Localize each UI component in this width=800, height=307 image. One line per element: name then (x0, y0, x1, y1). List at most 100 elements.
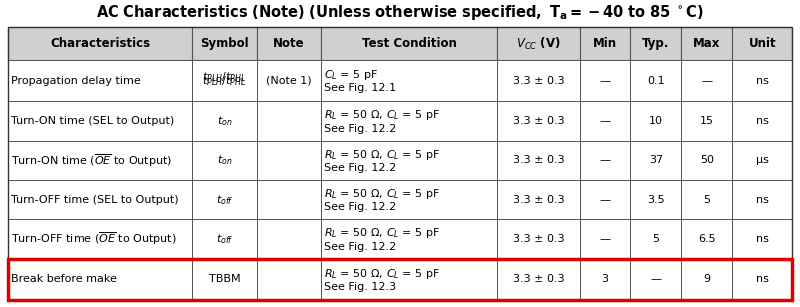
Bar (192, 141, 257, 180)
Text: $t_{off}$: $t_{off}$ (215, 232, 233, 246)
Bar (8, 259, 792, 300)
Text: 6.5: 6.5 (698, 234, 716, 244)
Bar (257, 60, 321, 101)
Text: $R_L$ = 50 Ω, $C_L$ = 5 pF
See Fig. 12.2: $R_L$ = 50 Ω, $C_L$ = 5 pF See Fig. 12.2 (324, 108, 440, 134)
Text: ns: ns (756, 234, 769, 244)
Bar (630, 101, 682, 141)
Bar (498, 180, 579, 219)
Bar (321, 219, 498, 259)
Text: 3.3 ± 0.3: 3.3 ± 0.3 (513, 155, 564, 165)
Bar (733, 180, 792, 219)
Bar (8, 27, 792, 300)
Bar (733, 27, 792, 60)
Bar (498, 141, 579, 180)
Text: Min: Min (593, 37, 617, 50)
Text: ns: ns (756, 274, 769, 284)
Bar (8, 101, 192, 141)
Bar (8, 60, 192, 101)
Bar (579, 27, 630, 60)
Bar (579, 219, 630, 259)
Bar (8, 259, 192, 300)
Bar (192, 219, 257, 259)
Bar (682, 27, 733, 60)
Text: $t_{on}$: $t_{on}$ (217, 114, 232, 128)
Bar (498, 219, 579, 259)
Text: —: — (599, 76, 610, 86)
Text: $t_{on}$: $t_{on}$ (217, 154, 232, 167)
Text: Turn-ON time (SEL to Output): Turn-ON time (SEL to Output) (11, 116, 174, 126)
Text: ns: ns (756, 116, 769, 126)
Text: Propagation delay time: Propagation delay time (11, 76, 141, 86)
Bar (733, 101, 792, 141)
Text: 3: 3 (602, 274, 609, 284)
Text: $R_L$ = 50 Ω, $C_L$ = 5 pF
See Fig. 12.2: $R_L$ = 50 Ω, $C_L$ = 5 pF See Fig. 12.2 (324, 187, 440, 212)
Text: 50: 50 (700, 155, 714, 165)
Bar (321, 141, 498, 180)
Text: —: — (599, 234, 610, 244)
Bar (630, 27, 682, 60)
Text: $C_L$ = 5 pF
See Fig. 12.1: $C_L$ = 5 pF See Fig. 12.1 (324, 68, 396, 93)
Text: $t_{PLH}$/$t_{PHL}$: $t_{PLH}$/$t_{PHL}$ (202, 70, 246, 84)
Text: (Note 1): (Note 1) (266, 76, 311, 86)
Text: Break before make: Break before make (11, 274, 117, 284)
Bar (579, 101, 630, 141)
Bar (321, 180, 498, 219)
Text: ns: ns (756, 76, 769, 86)
Bar (321, 27, 498, 60)
Text: 9: 9 (703, 274, 710, 284)
Text: 37: 37 (649, 155, 663, 165)
Text: 3.3 ± 0.3: 3.3 ± 0.3 (513, 195, 564, 205)
Text: TBBM: TBBM (209, 274, 240, 284)
Text: $t_{PLH}$/$t_{PHL}$: $t_{PLH}$/$t_{PHL}$ (202, 74, 246, 87)
Bar (733, 219, 792, 259)
Text: $R_L$ = 50 Ω, $C_L$ = 5 pF
See Fig. 12.2: $R_L$ = 50 Ω, $C_L$ = 5 pF See Fig. 12.2 (324, 148, 440, 173)
Bar (630, 259, 682, 300)
Bar (682, 259, 733, 300)
Text: μs: μs (756, 155, 769, 165)
Bar (8, 219, 192, 259)
Text: $R_L$ = 50 Ω, $C_L$ = 5 pF
See Fig. 12.2: $R_L$ = 50 Ω, $C_L$ = 5 pF See Fig. 12.2 (324, 226, 440, 252)
Bar (192, 60, 257, 101)
Text: —: — (599, 155, 610, 165)
Text: —: — (702, 76, 713, 86)
Bar (8, 27, 192, 60)
Text: 3.3 ± 0.3: 3.3 ± 0.3 (513, 274, 564, 284)
Bar (192, 101, 257, 141)
Bar (192, 27, 257, 60)
Bar (498, 101, 579, 141)
Bar (630, 219, 682, 259)
Text: 3.3 ± 0.3: 3.3 ± 0.3 (513, 234, 564, 244)
Text: 10: 10 (649, 116, 663, 126)
Bar (682, 219, 733, 259)
Bar (630, 180, 682, 219)
Bar (257, 141, 321, 180)
Bar (733, 259, 792, 300)
Text: —: — (599, 116, 610, 126)
Bar (682, 101, 733, 141)
Text: 3.5: 3.5 (647, 195, 665, 205)
Bar (321, 101, 498, 141)
Bar (8, 180, 192, 219)
Text: $\mathbf{AC\ Characteristics\ (Note)\ (Unless\ otherwise\ specified,\ T_a = -40\: $\mathbf{AC\ Characteristics\ (Note)\ (U… (96, 3, 704, 22)
Text: Characteristics: Characteristics (50, 37, 150, 50)
Text: $t_{off}$: $t_{off}$ (215, 193, 233, 207)
Bar (579, 180, 630, 219)
Bar (733, 141, 792, 180)
Text: Turn-ON time ($\overline{OE}$ to Output): Turn-ON time ($\overline{OE}$ to Output) (11, 152, 172, 169)
Bar (192, 180, 257, 219)
Bar (733, 60, 792, 101)
Text: —: — (599, 195, 610, 205)
Bar (257, 27, 321, 60)
Bar (579, 60, 630, 101)
Bar (579, 259, 630, 300)
Text: $R_L$ = 50 Ω, $C_L$ = 5 pF
See Fig. 12.3: $R_L$ = 50 Ω, $C_L$ = 5 pF See Fig. 12.3 (324, 266, 440, 292)
Text: 0.1: 0.1 (647, 76, 665, 86)
Text: Turn-OFF time (SEL to Output): Turn-OFF time (SEL to Output) (11, 195, 178, 205)
Text: 5: 5 (653, 234, 659, 244)
Text: 5: 5 (703, 195, 710, 205)
Text: 3.3 ± 0.3: 3.3 ± 0.3 (513, 116, 564, 126)
Bar (682, 60, 733, 101)
Text: $V_{CC}$ (V): $V_{CC}$ (V) (516, 35, 561, 52)
Bar (498, 259, 579, 300)
Bar (192, 60, 257, 101)
